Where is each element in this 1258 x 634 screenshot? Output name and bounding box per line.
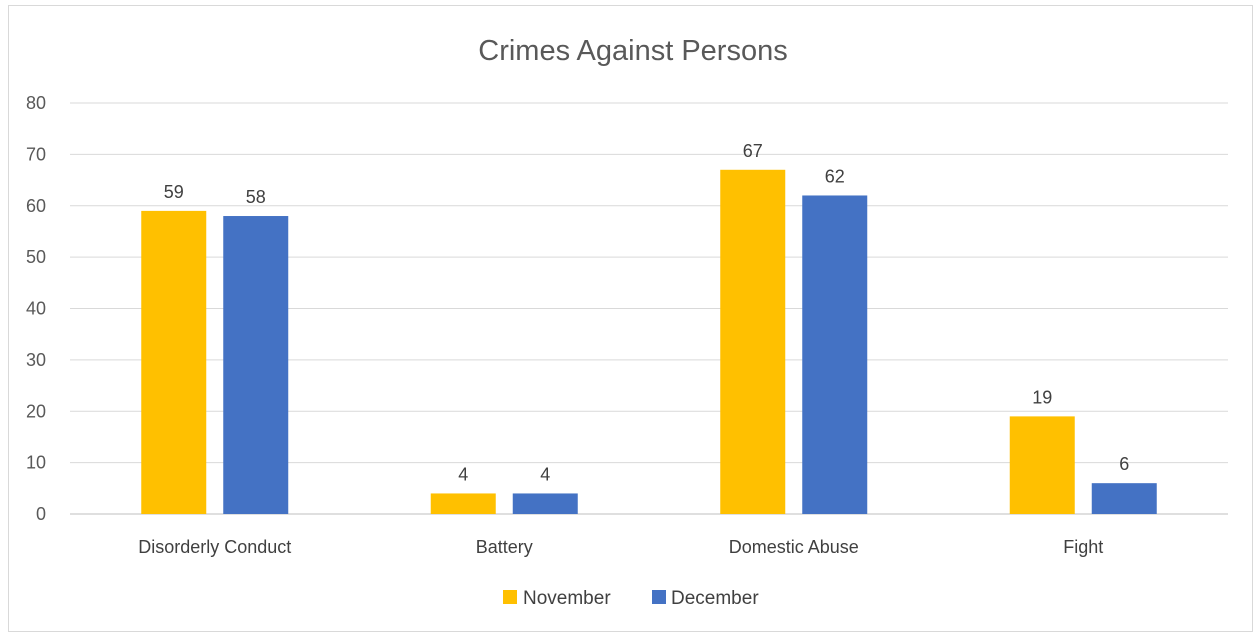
data-label: 4 (540, 464, 550, 484)
category-label: Battery (476, 537, 533, 557)
chart-title: Crimes Against Persons (478, 35, 787, 67)
x-axis-categories: Disorderly Conduct Battery Domestic Abuse F… (138, 537, 1103, 557)
data-label: 4 (458, 464, 468, 484)
bar-december (802, 195, 868, 514)
data-labels: 59 58 4 4 67 62 19 6 (164, 141, 1130, 485)
bars (141, 169, 1157, 514)
legend-label-november: November (523, 588, 611, 609)
bar-november (1009, 416, 1075, 514)
legend-swatch-november (503, 590, 517, 604)
data-label: 67 (743, 141, 763, 161)
data-label: 62 (825, 166, 845, 186)
y-tick-label: 0 (36, 504, 46, 524)
y-tick-label: 70 (26, 144, 46, 164)
bar-december (223, 216, 289, 514)
bar-december (512, 493, 578, 514)
y-tick-label: 20 (26, 401, 46, 421)
legend: November December (503, 588, 759, 609)
legend-label-december: December (671, 588, 759, 609)
bar-december (1091, 483, 1157, 514)
y-axis-ticks: 0 10 20 30 40 50 60 70 80 (26, 93, 46, 524)
y-tick-label: 60 (26, 196, 46, 216)
category-label: Fight (1063, 537, 1103, 557)
bar-november (720, 169, 786, 514)
data-label: 19 (1032, 387, 1052, 407)
chart-frame (8, 5, 1253, 632)
category-label: Domestic Abuse (729, 537, 859, 557)
y-tick-label: 30 (26, 350, 46, 370)
legend-swatch-december (652, 590, 666, 604)
data-label: 6 (1119, 454, 1129, 474)
y-tick-label: 50 (26, 247, 46, 267)
bar-november (141, 210, 207, 514)
y-tick-label: 80 (26, 93, 46, 113)
bar-november (430, 493, 496, 514)
category-label: Disorderly Conduct (138, 537, 291, 557)
y-tick-label: 40 (26, 299, 46, 319)
data-label: 58 (246, 187, 266, 207)
y-tick-label: 10 (26, 453, 46, 473)
data-label: 59 (164, 182, 184, 202)
